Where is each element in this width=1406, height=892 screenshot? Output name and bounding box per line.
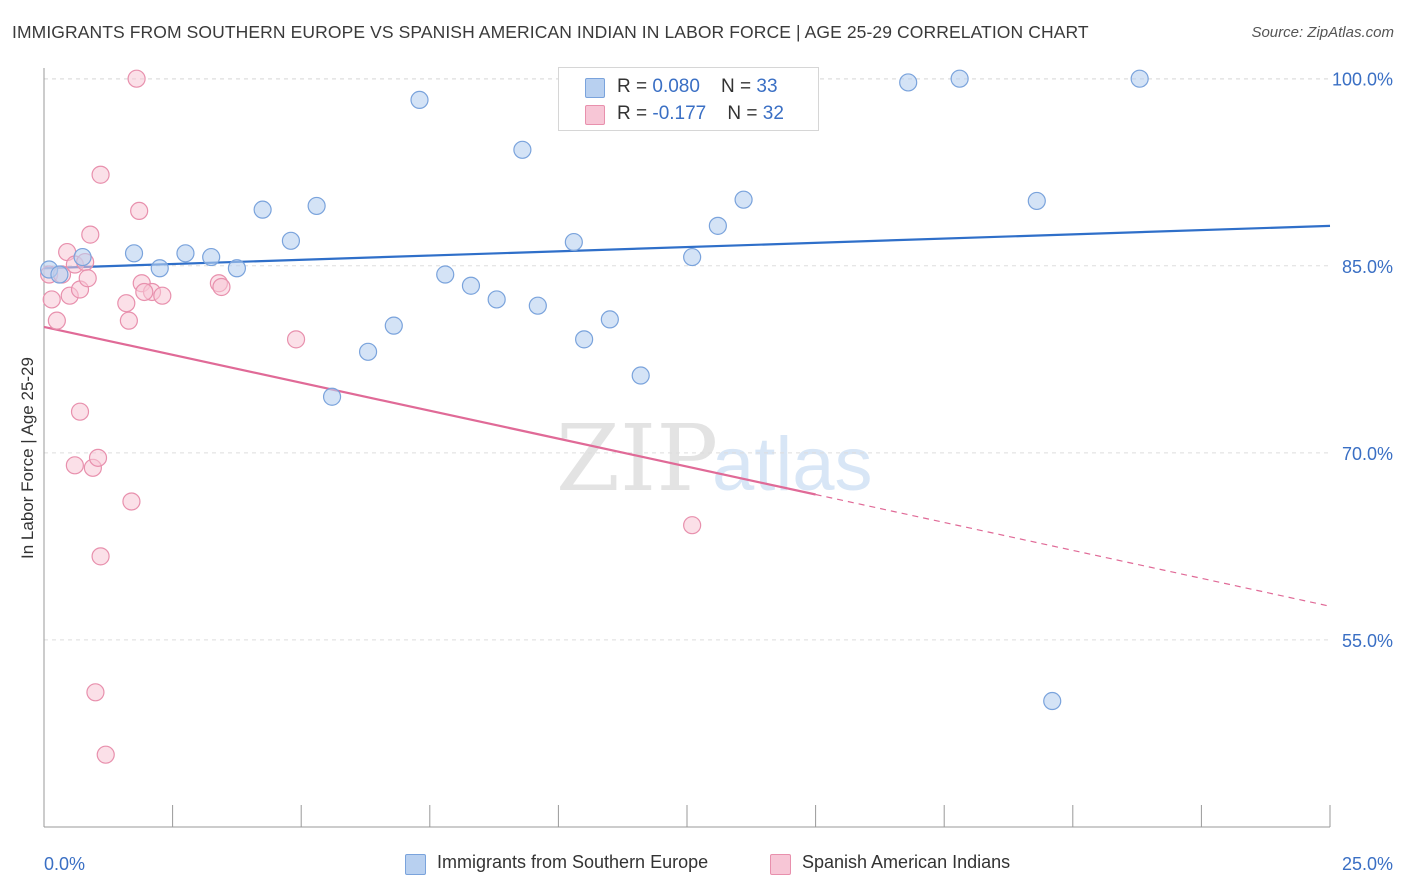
legend-swatch-blue [405, 854, 426, 875]
data-point-spanish-american-indians [683, 516, 702, 535]
chart-source: Source: ZipAtlas.com [1251, 24, 1394, 41]
series-immigrants-southern-europe [40, 69, 1149, 711]
data-point-immigrants-southern-europe [564, 232, 583, 252]
data-point-spanish-american-indians [81, 225, 100, 244]
data-point-spanish-american-indians [212, 277, 231, 297]
legend-swatch-pink [585, 105, 605, 125]
series-legend: Immigrants from Southern Europe Spanish … [0, 852, 1406, 878]
r-label: R = [617, 76, 653, 97]
data-point-spanish-american-indians [127, 69, 146, 88]
data-point-immigrants-southern-europe [950, 69, 969, 88]
trend-line-pink [43, 325, 816, 496]
r-label: R = [617, 103, 653, 124]
data-point-immigrants-southern-europe [708, 216, 727, 235]
data-point-immigrants-southern-europe [600, 310, 619, 329]
data-point-immigrants-southern-europe [513, 140, 532, 159]
data-point-spanish-american-indians [286, 330, 306, 349]
watermark: ZIP atlas [556, 405, 873, 512]
y-tick-label: 100.0% [1332, 70, 1393, 90]
data-point-immigrants-southern-europe [436, 265, 455, 284]
data-point-immigrants-southern-europe [487, 290, 506, 309]
watermark-zip: ZIP [556, 405, 718, 512]
trend-line-pink-extension [815, 493, 1331, 607]
n-value: 33 [756, 76, 778, 97]
data-point-spanish-american-indians [117, 294, 136, 313]
data-point-immigrants-southern-europe [358, 342, 378, 361]
data-point-spanish-american-indians [130, 201, 149, 221]
x-tick-label-max: 25.0% [1342, 854, 1393, 874]
data-point-spanish-american-indians [91, 165, 110, 184]
data-point-immigrants-southern-europe [1043, 691, 1062, 711]
data-point-immigrants-southern-europe [50, 265, 69, 284]
data-point-immigrants-southern-europe [528, 296, 547, 315]
data-point-spanish-american-indians [70, 402, 90, 421]
data-point-immigrants-southern-europe [253, 200, 272, 219]
y-tick-labels: 55.0% 70.0% 85.0% 100.0% [1332, 70, 1393, 651]
data-point-immigrants-southern-europe [227, 259, 246, 278]
y-axis-title: In Labor Force | Age 25-29 [18, 357, 37, 559]
data-point-immigrants-southern-europe [1027, 191, 1046, 211]
data-point-immigrants-southern-europe [1130, 69, 1149, 88]
x-tick-label-min: 0.0% [44, 854, 85, 874]
watermark-atlas: atlas [712, 422, 873, 507]
n-label: N = [721, 76, 757, 97]
legend-swatch-blue [585, 78, 605, 98]
data-point-immigrants-southern-europe [73, 247, 92, 267]
data-point-immigrants-southern-europe [410, 90, 429, 110]
data-point-immigrants-southern-europe [899, 73, 918, 92]
trend-lines [43, 224, 1331, 607]
data-point-spanish-american-indians [96, 745, 115, 764]
axes [43, 68, 1331, 828]
r-value: -0.177 [652, 103, 707, 124]
trend-line-blue [43, 224, 1331, 270]
data-point-spanish-american-indians [153, 286, 172, 305]
n-label: N = [727, 103, 763, 124]
data-point-immigrants-southern-europe [176, 244, 195, 263]
data-point-spanish-american-indians [135, 282, 154, 302]
data-point-immigrants-southern-europe [322, 387, 342, 406]
data-point-immigrants-southern-europe [461, 276, 481, 295]
data-point-immigrants-southern-europe [384, 316, 403, 335]
r-value: 0.080 [652, 76, 700, 97]
data-point-spanish-american-indians [78, 269, 97, 288]
y-tick-label: 70.0% [1342, 444, 1393, 464]
data-point-spanish-american-indians [119, 311, 138, 330]
data-point-immigrants-southern-europe [575, 330, 594, 349]
data-point-spanish-american-indians [65, 456, 84, 475]
data-point-spanish-american-indians [42, 290, 61, 309]
y-tick-label: 85.0% [1342, 257, 1393, 277]
data-point-spanish-american-indians [47, 311, 66, 330]
data-point-spanish-american-indians [122, 492, 141, 511]
grid [44, 78, 1330, 641]
data-point-immigrants-southern-europe [150, 259, 169, 278]
n-value: 32 [762, 103, 784, 124]
data-point-immigrants-southern-europe [281, 231, 301, 250]
data-point-immigrants-southern-europe [683, 247, 702, 267]
data-point-spanish-american-indians [91, 547, 110, 566]
legend-swatch-pink [770, 854, 791, 875]
data-point-spanish-american-indians [86, 683, 105, 702]
data-point-immigrants-southern-europe [307, 196, 326, 216]
data-point-immigrants-southern-europe [124, 244, 144, 263]
chart-title: IMMIGRANTS FROM SOUTHERN EUROPE VS SPANI… [12, 22, 1089, 42]
legend-label: Immigrants from Southern Europe [437, 852, 709, 872]
correlation-legend: R = 0.080 N = 33 R = -0.177 N = 32 [558, 67, 819, 131]
x-tick-labels: 0.0% 25.0% [44, 854, 1393, 874]
data-point-spanish-american-indians [88, 448, 108, 467]
legend-label: Spanish American Indians [802, 852, 1011, 872]
y-tick-label: 55.0% [1342, 631, 1393, 651]
data-point-immigrants-southern-europe [631, 366, 650, 385]
data-point-immigrants-southern-europe [202, 247, 221, 267]
data-point-immigrants-southern-europe [734, 190, 753, 209]
